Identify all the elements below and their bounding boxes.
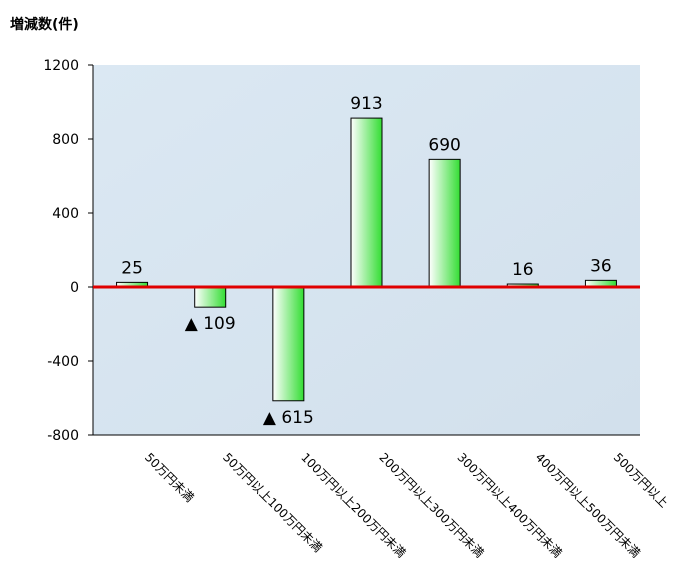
x-tick-label: 50万円未満 xyxy=(142,450,197,505)
y-axis-title: 増減数(件) xyxy=(10,17,79,33)
bar xyxy=(350,117,383,288)
data-label: 690 xyxy=(428,135,460,155)
y-tick-label: 400 xyxy=(52,206,79,222)
x-tick-label: 500万円以上 xyxy=(611,450,671,510)
y-tick-label: 1200 xyxy=(43,58,79,74)
y-tick-label: 0 xyxy=(70,280,79,296)
bar xyxy=(194,286,227,308)
bar xyxy=(428,158,461,288)
y-tick-label: 800 xyxy=(52,132,79,148)
data-label: 36 xyxy=(590,256,612,276)
data-label: 16 xyxy=(512,260,534,280)
y-tick-label: -400 xyxy=(47,354,79,370)
data-label: 25 xyxy=(121,258,143,278)
data-label: ▲ 615 xyxy=(263,408,314,428)
data-label: 913 xyxy=(350,94,382,114)
bar xyxy=(272,286,305,402)
data-label: ▲ 109 xyxy=(185,314,236,334)
y-tick-label: -800 xyxy=(47,428,79,444)
